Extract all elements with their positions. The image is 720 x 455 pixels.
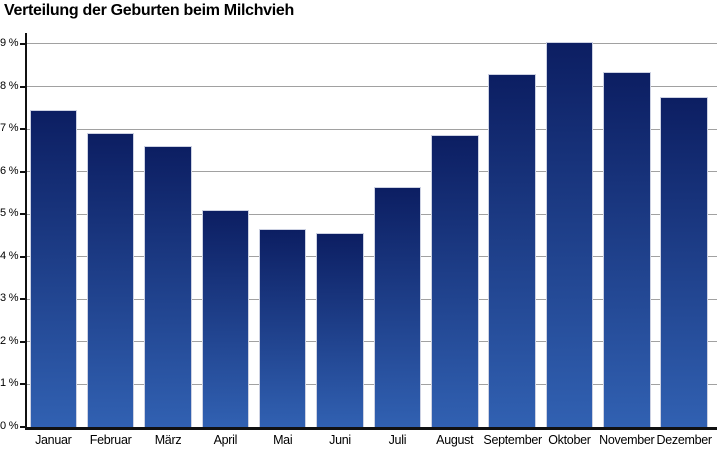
x-axis-label: August (436, 433, 474, 447)
y-axis-label: 1 % (0, 377, 19, 390)
y-axis-tick (19, 128, 25, 131)
y-axis-tick (19, 298, 25, 301)
y-axis-tick (19, 85, 25, 88)
gridline (26, 383, 717, 385)
bar-mai (258, 229, 307, 427)
bar-januar (29, 109, 78, 427)
bar-februar (86, 133, 135, 427)
bar-november (603, 71, 651, 427)
chart-title: Verteilung der Geburten beim Milchvieh (4, 2, 294, 19)
bar-dezember (660, 97, 708, 427)
gridline (26, 213, 717, 215)
x-axis-label: Juni (329, 433, 351, 447)
gridline (26, 341, 717, 343)
x-axis-label: Dezember (656, 433, 713, 447)
y-axis-tick (19, 255, 25, 258)
y-axis-label: 7 % (0, 122, 19, 135)
bar-juni (316, 233, 364, 427)
bar-märz (144, 146, 192, 427)
bar-august (430, 135, 479, 427)
y-axis-line (24, 33, 27, 430)
y-axis-label: 0 % (0, 420, 19, 432)
x-axis-label: Mai (273, 433, 293, 447)
x-axis-label: Februar (89, 433, 132, 447)
y-axis-label: 6 % (0, 164, 19, 177)
x-axis-label: November (599, 433, 655, 447)
x-axis-label: Januar (35, 433, 72, 447)
y-axis-label: 8 % (0, 79, 19, 92)
x-axis-label: Oktober (548, 433, 591, 447)
y-axis-label: 3 % (0, 292, 19, 305)
y-axis-tick (19, 383, 25, 386)
gridline (26, 43, 717, 45)
y-axis-label: 2 % (0, 334, 19, 347)
gridline (26, 86, 717, 88)
x-axis-label: Juli (388, 433, 407, 447)
y-axis-tick (19, 170, 25, 173)
y-axis-tick (19, 426, 25, 428)
x-axis-label: März (154, 433, 182, 447)
gridline (26, 256, 717, 258)
bar-september (488, 73, 536, 427)
bar-juli (373, 186, 422, 427)
x-axis-label: September (483, 433, 542, 447)
gridline (26, 128, 717, 130)
y-axis-label: 9 % (0, 36, 19, 49)
y-axis-label: 4 % (0, 249, 19, 262)
y-axis-tick (19, 42, 25, 45)
y-axis-tick (19, 213, 25, 216)
y-axis-tick (19, 340, 25, 343)
x-axis-line (24, 427, 717, 430)
x-axis-label: April (213, 433, 238, 447)
y-axis-label: 5 % (0, 207, 19, 220)
bar-april (201, 209, 250, 427)
gridline (26, 171, 717, 173)
gridline (26, 298, 717, 300)
bar-oktober (545, 41, 594, 427)
